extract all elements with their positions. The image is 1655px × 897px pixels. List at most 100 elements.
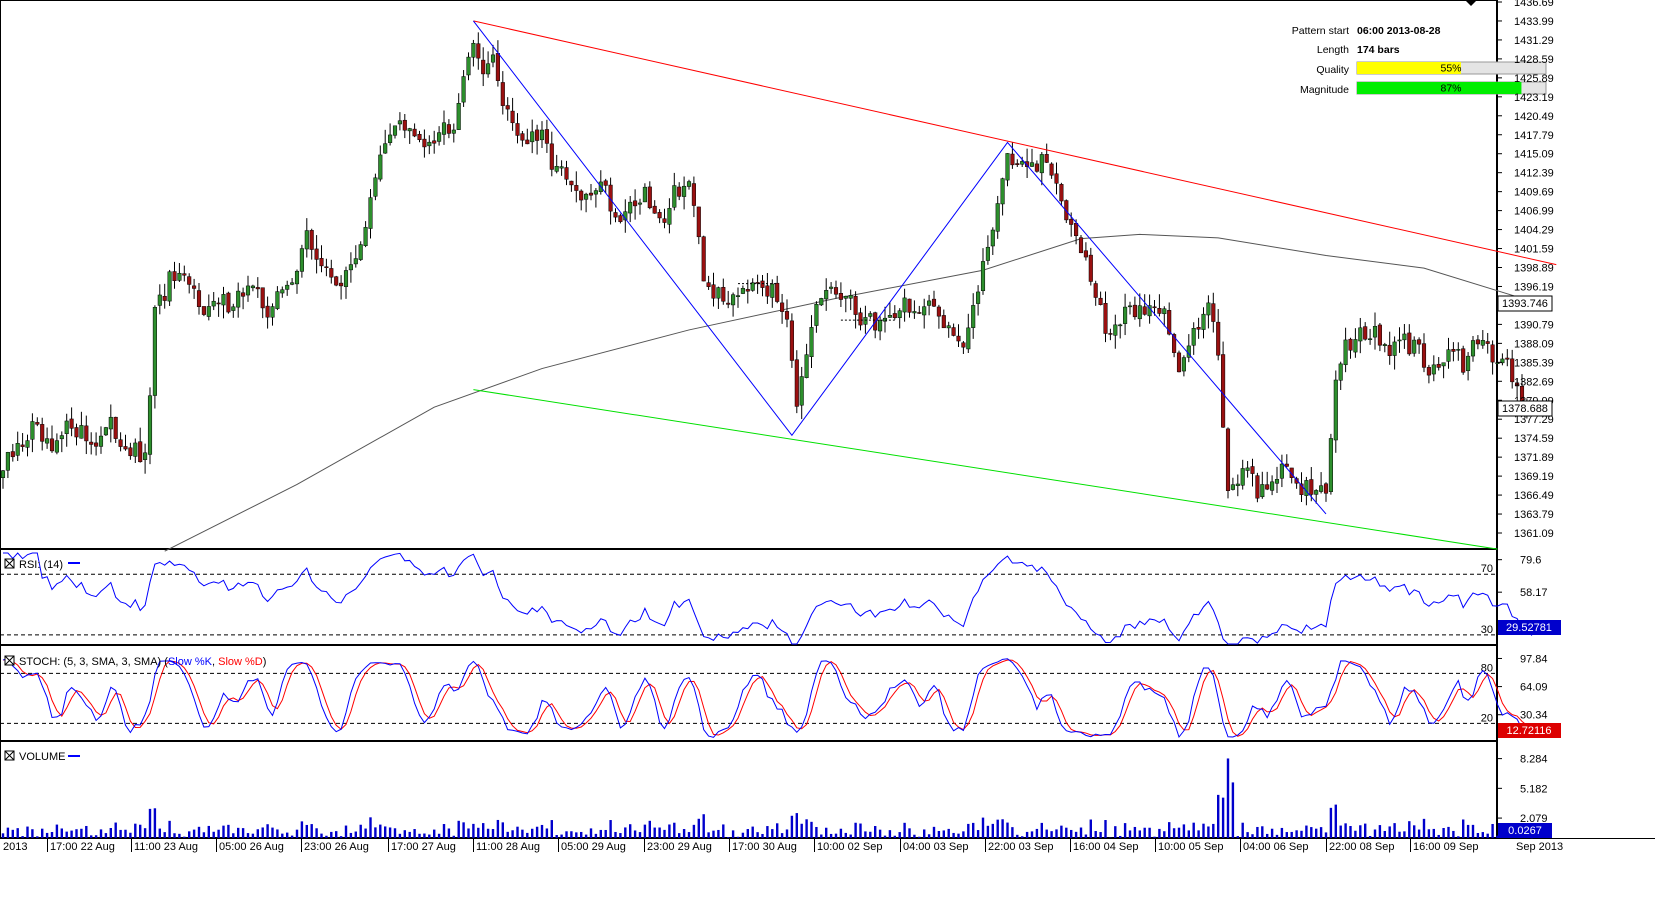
candle-bull bbox=[358, 244, 363, 260]
volume-bar bbox=[829, 833, 833, 838]
volume-bar bbox=[570, 831, 573, 838]
candle-bull bbox=[353, 258, 358, 265]
volume-bar bbox=[330, 831, 333, 838]
volume-bar bbox=[1025, 831, 1029, 838]
volume-bar bbox=[947, 828, 950, 838]
candle-bull bbox=[1201, 313, 1206, 330]
candle-bull bbox=[1127, 305, 1133, 308]
candle-bull bbox=[167, 271, 172, 302]
candle-bull bbox=[441, 122, 447, 135]
volume-title-text: VOLUME bbox=[19, 751, 65, 763]
volume-bar bbox=[1168, 822, 1171, 838]
time-tick-label: 04:00 03 Sep bbox=[903, 841, 968, 853]
volume-bar bbox=[393, 828, 397, 838]
volume-bar bbox=[379, 824, 382, 838]
volume-bar bbox=[1065, 827, 1068, 838]
volume-bar bbox=[1437, 834, 1440, 838]
candle-bear bbox=[265, 305, 270, 318]
volume-bar bbox=[1315, 828, 1318, 838]
candle-bear bbox=[162, 296, 167, 301]
candle-bull bbox=[64, 420, 69, 434]
volume-bar bbox=[717, 829, 720, 838]
volume-bar bbox=[143, 828, 147, 838]
candle-bear bbox=[35, 422, 40, 425]
volume-bar bbox=[1403, 831, 1406, 838]
scroll-marker-icon[interactable] bbox=[1465, 0, 1477, 6]
volume-bar bbox=[16, 828, 19, 838]
candle-bull bbox=[814, 304, 819, 326]
volume-bar bbox=[883, 835, 887, 838]
candle-bear bbox=[662, 218, 667, 223]
volume-bar bbox=[437, 833, 441, 838]
price-tick-label: 1396.19 bbox=[1514, 281, 1554, 293]
stoch-value-box-bg bbox=[1498, 723, 1561, 738]
volume-bar bbox=[952, 832, 955, 838]
volume-bar bbox=[1481, 832, 1484, 838]
volume-bar bbox=[1486, 833, 1489, 838]
volume-bar bbox=[1050, 831, 1053, 838]
candle-bear bbox=[1490, 344, 1495, 363]
price-tick-label: 1433.99 bbox=[1514, 16, 1554, 28]
candle-bear bbox=[446, 124, 451, 134]
candle-bear bbox=[1059, 184, 1064, 202]
candle-bear bbox=[775, 282, 780, 302]
volume-bar bbox=[183, 836, 186, 838]
candle-bear bbox=[1103, 303, 1108, 334]
candle-bull bbox=[373, 177, 378, 197]
volume-bar bbox=[457, 820, 460, 838]
candle-bear bbox=[657, 212, 662, 219]
candle-bear bbox=[833, 287, 839, 295]
rsi-line bbox=[3, 552, 1533, 645]
volume-bar bbox=[335, 831, 338, 838]
time-tick-label: 10:00 02 Sep bbox=[817, 841, 882, 853]
candle-bear bbox=[892, 313, 897, 319]
volume-bar bbox=[1231, 782, 1235, 838]
candle-bear bbox=[1088, 254, 1093, 282]
volume-bar bbox=[976, 830, 980, 838]
volume-bar bbox=[1447, 826, 1450, 838]
volume-bar bbox=[874, 826, 877, 838]
volume-bar bbox=[849, 834, 852, 838]
resistance-line bbox=[473, 20, 1557, 266]
volume-bar bbox=[1496, 835, 1499, 838]
time-tick-label: 22:00 08 Sep bbox=[1329, 841, 1394, 853]
time-tick-label: 2013 bbox=[3, 841, 27, 853]
volume-bar bbox=[550, 820, 553, 838]
stochastic-panel: 80 20 97.84 64.09 30.34 bbox=[0, 653, 1548, 739]
volume-bar bbox=[1221, 797, 1225, 838]
candle-bear bbox=[192, 285, 197, 289]
volume-bar bbox=[310, 824, 313, 838]
volume-bar bbox=[643, 824, 647, 838]
volume-bar bbox=[344, 825, 348, 838]
volume-bar bbox=[599, 829, 602, 838]
volume-bar bbox=[1040, 822, 1043, 838]
volume-bar bbox=[927, 834, 931, 838]
volume-bar bbox=[1128, 830, 1132, 838]
volume-bar bbox=[251, 833, 255, 838]
candle-bull bbox=[54, 440, 59, 453]
candle-bear bbox=[838, 293, 843, 300]
stoch-d-legend: Slow %D bbox=[218, 656, 263, 668]
candle-bull bbox=[902, 297, 907, 313]
volume-bar bbox=[869, 831, 872, 838]
candle-bear bbox=[535, 129, 540, 141]
candle-bear bbox=[481, 59, 486, 75]
volume-bar bbox=[1275, 834, 1279, 838]
volume-bar bbox=[271, 827, 274, 838]
candle-bear bbox=[1363, 326, 1368, 340]
volume-bar bbox=[913, 834, 916, 838]
candle-bear bbox=[1309, 479, 1314, 495]
candle-bear bbox=[1211, 303, 1216, 322]
volume-bar bbox=[1442, 828, 1445, 838]
volume-bar bbox=[1383, 830, 1386, 838]
volume-bar bbox=[1290, 831, 1293, 838]
volume-bar bbox=[555, 835, 558, 838]
candle-bear bbox=[520, 133, 525, 141]
volume-bar bbox=[1334, 804, 1337, 838]
candle-bear bbox=[1461, 348, 1466, 373]
candle-bull bbox=[1431, 364, 1436, 375]
volume-bar bbox=[967, 823, 970, 838]
candle-bull bbox=[368, 197, 373, 229]
volume-bar bbox=[1432, 828, 1435, 838]
